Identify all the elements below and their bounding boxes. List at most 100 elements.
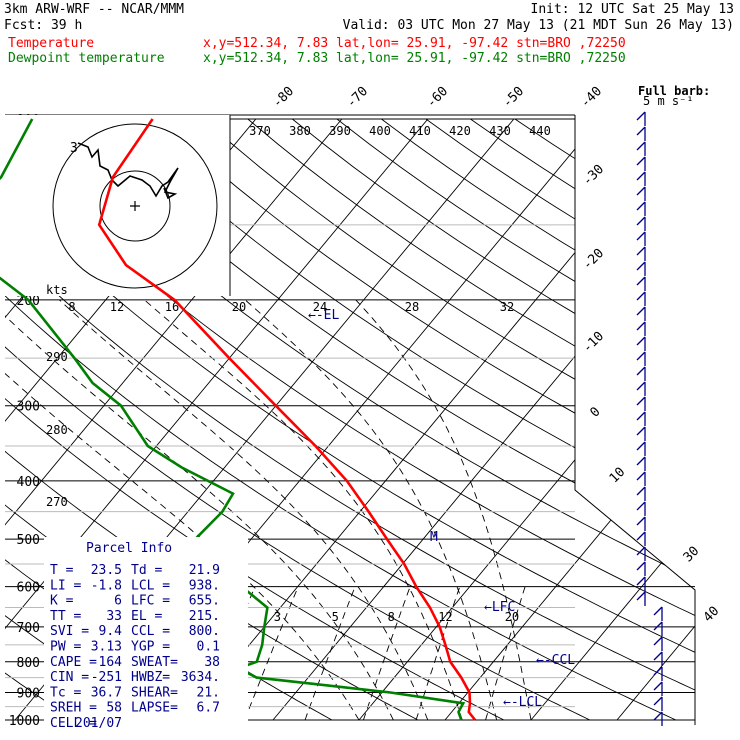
dry-adiabat-line xyxy=(247,118,695,721)
mixing-ratio-label: 20 xyxy=(505,610,519,624)
wind-speed-label: 12 xyxy=(110,300,124,314)
dry-adiabat-line xyxy=(425,118,695,721)
wind-barb xyxy=(636,306,646,316)
wind-barb xyxy=(636,456,646,466)
parcel-info-panel: Parcel Info T = 23.5 Td = 21.9 LI = -1.8 LCL =… xyxy=(44,537,248,731)
parcel-info-title: Parcel Info xyxy=(86,541,172,556)
theta-label: 430 xyxy=(489,124,511,138)
pressure-label: 700 xyxy=(17,621,40,636)
isotherm-label: -20 xyxy=(580,246,607,273)
hodograph-ring-label: 3 xyxy=(70,141,78,156)
wind-barb xyxy=(636,516,646,526)
dry-adiabat-line xyxy=(336,118,695,721)
pressure-label: 400 xyxy=(17,475,40,490)
parcel-info-value: 164 xyxy=(99,655,123,670)
theta-label: 380 xyxy=(289,124,311,138)
parcel-info-value: 938. xyxy=(189,578,220,593)
wind-barb xyxy=(636,126,646,136)
parcel-info-value: EL = xyxy=(131,609,162,624)
theta-label: 400 xyxy=(369,124,391,138)
parcel-info-value: Td = xyxy=(131,563,162,578)
parcel-info-value: PW = xyxy=(50,640,81,655)
parcel-info-value: 21. xyxy=(197,685,220,700)
wind-barbs xyxy=(636,111,663,726)
mixing-ratio-label: 5 xyxy=(332,610,339,624)
temperature-location: x,y=512.34, 7.83 lat,lon= 25.91, -97.42 … xyxy=(203,36,626,51)
parcel-info-value: SWEAT= xyxy=(131,655,178,670)
theta-label-left: 290 xyxy=(46,350,68,364)
parcel-info-value: CCL = xyxy=(131,624,170,639)
wind-barb xyxy=(653,681,663,691)
parcel-info-value: LCL = xyxy=(131,578,170,593)
wind-barb xyxy=(653,651,663,661)
parcel-info-value: T = xyxy=(50,563,74,578)
wind-barb xyxy=(636,366,646,376)
isotherm-line xyxy=(703,119,740,720)
parcel-info-value: 58 xyxy=(106,701,122,716)
parcel-info-value: 3634. xyxy=(181,670,220,685)
hodograph-trace xyxy=(77,142,179,200)
pressure-label: 300 xyxy=(17,400,40,415)
hodograph-units: kts xyxy=(46,283,68,297)
el-marker: ←-EL xyxy=(308,308,339,323)
wind-barb xyxy=(636,396,646,406)
isobar-lines xyxy=(5,114,696,725)
temperature-legend: Temperature xyxy=(8,36,94,51)
parcel-info-value: SHEAR= xyxy=(131,685,178,700)
pressure-label: 900 xyxy=(17,686,40,701)
wind-barb xyxy=(636,186,646,196)
parcel-info-value: LI = xyxy=(50,578,81,593)
parcel-info-value: CIN = xyxy=(50,670,89,685)
parcel-info-value: TT = xyxy=(50,609,81,624)
parcel-info-value: LFC = xyxy=(131,594,170,609)
forecast-hour: Fcst: 39 h xyxy=(4,18,82,33)
wind-barb xyxy=(636,591,646,601)
wind-barb xyxy=(653,696,663,706)
plot-border xyxy=(574,115,696,725)
wind-barb xyxy=(636,351,646,361)
moist-adiabat-line xyxy=(355,299,532,721)
wind-barb xyxy=(636,501,646,511)
isotherm-line xyxy=(272,118,695,721)
parcel-info-value: 38 xyxy=(204,655,220,670)
parcel-info-value: 9.4 xyxy=(99,624,123,639)
parcel-info-value: CELL = xyxy=(50,716,97,731)
valid-time: Valid: 03 UTC Mon 27 May 13 (21 MDT Sun … xyxy=(343,18,734,33)
wind-barb xyxy=(653,621,663,631)
wind-speed-label: 32 xyxy=(500,300,514,314)
isotherm-label: -80 xyxy=(270,84,297,111)
isotherm-line xyxy=(616,118,695,721)
pressure-label: 800 xyxy=(17,656,40,671)
pressure-label: 1000 xyxy=(9,714,40,729)
wind-barb xyxy=(636,546,646,556)
wind-speed-label: 28 xyxy=(405,300,419,314)
wind-barb xyxy=(636,531,646,541)
wind-barb xyxy=(636,336,646,346)
isotherm-line xyxy=(5,118,429,721)
theta-label-left: 270 xyxy=(46,495,68,509)
wind-barb xyxy=(636,441,646,451)
wind-barb xyxy=(636,231,646,241)
parcel-info-value: YGP = xyxy=(131,640,170,655)
parcel-info-value: -251 xyxy=(91,670,122,685)
parcel-info-value: LAPSE= xyxy=(131,701,178,716)
wind-barb xyxy=(636,486,646,496)
wind-speed-label: 20 xyxy=(232,300,246,314)
wind-barb xyxy=(636,216,646,226)
wind-barb xyxy=(636,201,646,211)
dry-adiabat-line xyxy=(203,118,695,721)
barb-key-title: Full barb: xyxy=(638,84,710,98)
parcel-info-value: SREH = xyxy=(50,701,97,716)
isotherm-label: -10 xyxy=(580,329,607,356)
parcel-info-value: 800. xyxy=(189,624,220,639)
wind-barb xyxy=(636,156,646,166)
parcel-info-value: 215. xyxy=(189,609,220,624)
isotherm-line xyxy=(530,118,695,721)
isotherm-label: -30 xyxy=(580,162,607,189)
parcel-info-value: 23.5 xyxy=(91,563,122,578)
parcel-info-value: 3.13 xyxy=(91,640,122,655)
wind-speed-label: 16 xyxy=(165,300,179,314)
parcel-info-value: 6 xyxy=(114,594,122,609)
wind-barb xyxy=(636,141,646,151)
